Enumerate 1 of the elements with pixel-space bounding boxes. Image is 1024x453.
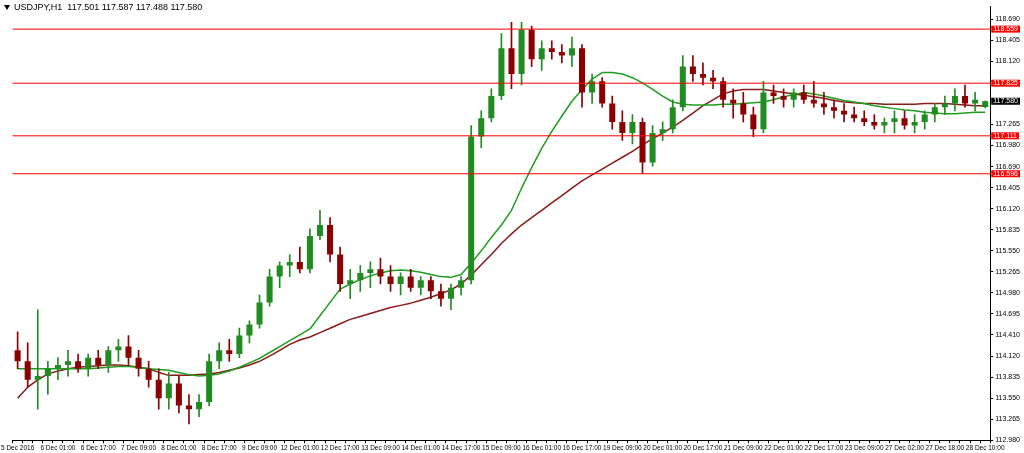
chart-title: USDJPY,H1 117.501 117.587 117.488 117.580 [14, 2, 203, 12]
